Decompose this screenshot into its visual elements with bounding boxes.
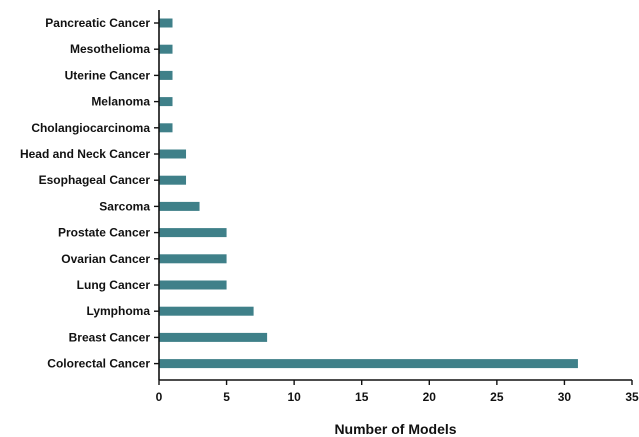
x-axis-label: Number of Models [334, 421, 456, 437]
bar-esophageal-cancer [159, 175, 187, 185]
x-tick-label: 5 [223, 390, 230, 404]
x-tick-label: 10 [287, 390, 301, 404]
category-label: Uterine Cancer [65, 68, 151, 82]
bar-sarcoma [159, 201, 200, 211]
category-label: Prostate Cancer [58, 226, 150, 240]
bar-uterine-cancer [159, 70, 173, 80]
x-tick-label: 15 [355, 390, 369, 404]
y-axis: Pancreatic Cancer Mesothelioma Uterine Can… [20, 10, 160, 380]
bar-head-and-neck-cancer [159, 149, 187, 159]
bars-group [159, 18, 578, 369]
category-label: Cholangiocarcinoma [31, 121, 150, 135]
category-label: Head and Neck Cancer [20, 147, 150, 161]
x-tick-label: 35 [625, 390, 639, 404]
x-tick-label: 30 [558, 390, 572, 404]
bar-breast-cancer [159, 332, 268, 342]
category-label: Pancreatic Cancer [45, 16, 150, 30]
category-label: Sarcoma [99, 199, 150, 213]
category-label: Ovarian Cancer [61, 252, 150, 266]
bar-lung-cancer [159, 280, 227, 290]
category-label: Lung Cancer [77, 278, 151, 292]
bar-colorectal-cancer [159, 359, 578, 369]
bar-ovarian-cancer [159, 254, 227, 264]
category-label: Melanoma [91, 95, 150, 109]
category-label: Lymphoma [86, 304, 150, 318]
x-axis: 0 5 10 15 20 25 30 35 [156, 379, 639, 404]
x-tick-label: 25 [490, 390, 504, 404]
x-tick-label: 20 [423, 390, 437, 404]
x-tick-label: 0 [156, 390, 163, 404]
category-label: Breast Cancer [69, 330, 151, 344]
bar-lymphoma [159, 306, 254, 316]
category-label: Colorectal Cancer [47, 357, 150, 371]
category-label: Esophageal Cancer [39, 173, 151, 187]
bar-melanoma [159, 97, 173, 107]
bar-prostate-cancer [159, 228, 227, 238]
bar-pancreatic-cancer [159, 18, 173, 28]
bar-mesothelioma [159, 44, 173, 54]
category-label: Mesothelioma [70, 42, 150, 56]
bar-cholangiocarcinoma [159, 123, 173, 133]
